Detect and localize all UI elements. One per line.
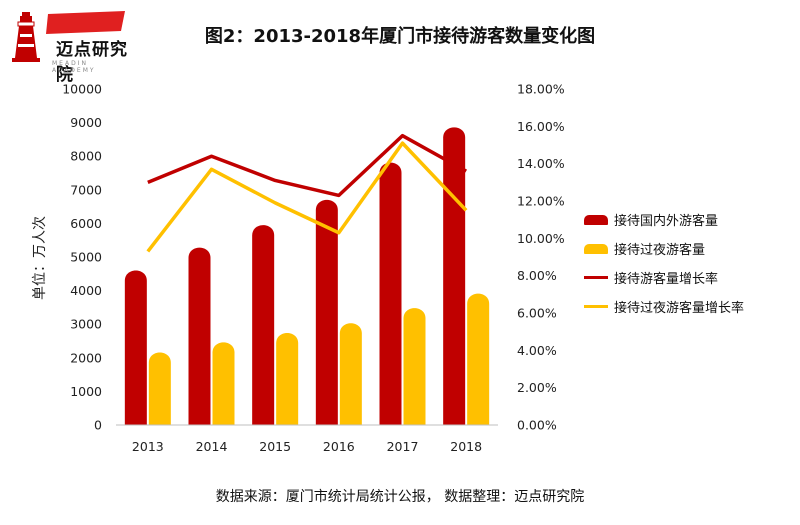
bar-overnight-2016 bbox=[339, 323, 362, 425]
y-tick-label: 9000 bbox=[70, 115, 102, 130]
legend: 接待国内外游客量 接待过夜游客量 接待游客量增长率 接待过夜游客量增长率 bbox=[584, 205, 744, 321]
logo-name: 迈点研究院 bbox=[56, 40, 128, 85]
lines-layer bbox=[146, 133, 468, 253]
bar-total-2017 bbox=[379, 162, 402, 426]
legend-item-overnight-visitors: 接待过夜游客量 bbox=[584, 234, 744, 263]
y-tick-label: 6000 bbox=[70, 216, 102, 231]
legend-swatch bbox=[584, 214, 608, 225]
logo-subtitle: MEADIN ACADEMY bbox=[52, 60, 96, 74]
y-tick-label: 0 bbox=[94, 418, 102, 433]
bar-total-2014 bbox=[188, 247, 211, 425]
bar-total-2018 bbox=[443, 127, 466, 425]
y2-tick-label: 8.00% bbox=[517, 268, 557, 283]
bar-overnight-2018 bbox=[467, 293, 490, 425]
bars-layer bbox=[124, 127, 490, 426]
y2-tick-labels: 0.00% 2.00% 4.00% 6.00% 8.00% 10.00% 12.00% 14.… bbox=[517, 82, 565, 433]
chart-title: 图2：2013-2018年厦门市接待游客数量变化图 bbox=[204, 26, 596, 47]
source-note: 数据来源：厦门市统计局统计公报， 数据整理：迈点研究院 bbox=[215, 489, 585, 505]
y2-tick-label: 2.00% bbox=[517, 380, 557, 395]
line-overnight-growth bbox=[146, 141, 468, 253]
x-tick-label: 2017 bbox=[387, 439, 419, 454]
lighthouse-icon bbox=[12, 11, 125, 62]
y2-tick-label: 18.00% bbox=[517, 82, 565, 97]
legend-swatch bbox=[584, 243, 608, 254]
y-tick-labels: 0 1000 2000 3000 4000 5000 6000 7000 8000 9000 100… bbox=[62, 82, 102, 433]
y2-tick-label: 14.00% bbox=[517, 156, 565, 171]
y-axis-label: 单位：万人次 bbox=[32, 216, 48, 300]
legend-item-total-growth: 接待游客量增长率 bbox=[584, 263, 744, 292]
x-tick-labels: 2013 2014 2015 2016 2017 2018 bbox=[132, 439, 482, 454]
y-tick-label: 4000 bbox=[70, 283, 102, 298]
x-tick-label: 2015 bbox=[259, 439, 291, 454]
x-tick-label: 2014 bbox=[196, 439, 228, 454]
y2-tick-label: 6.00% bbox=[517, 306, 557, 321]
y2-tick-label: 0.00% bbox=[517, 418, 557, 433]
y2-tick-label: 10.00% bbox=[517, 231, 565, 246]
legend-item-overnight-growth: 接待过夜游客量增长率 bbox=[584, 292, 744, 321]
y-tick-label: 5000 bbox=[70, 250, 102, 265]
legend-swatch bbox=[584, 305, 608, 308]
bar-overnight-2013 bbox=[148, 352, 171, 425]
bar-total-2015 bbox=[252, 225, 275, 425]
y-tick-label: 7000 bbox=[70, 182, 102, 197]
line-total-growth bbox=[147, 133, 468, 198]
legend-swatch bbox=[584, 276, 608, 279]
bar-total-2013 bbox=[124, 270, 147, 425]
y2-tick-label: 12.00% bbox=[517, 194, 565, 209]
legend-item-total-visitors: 接待国内外游客量 bbox=[584, 205, 744, 234]
x-tick-label: 2013 bbox=[132, 439, 164, 454]
y-tick-label: 1000 bbox=[70, 384, 102, 399]
bar-overnight-2014 bbox=[212, 342, 235, 425]
y-tick-label: 8000 bbox=[70, 149, 102, 164]
legend-label: 接待国内外游客量 bbox=[614, 214, 719, 229]
y-tick-label: 3000 bbox=[70, 317, 102, 332]
y2-tick-label: 16.00% bbox=[517, 119, 565, 134]
x-tick-label: 2018 bbox=[450, 439, 482, 454]
bar-total-2016 bbox=[315, 199, 338, 425]
legend-label: 接待过夜游客量 bbox=[614, 243, 706, 258]
y-tick-label: 10000 bbox=[62, 82, 102, 97]
logo: 迈点研究院 MEADIN ACADEMY bbox=[8, 8, 133, 85]
y2-tick-label: 4.00% bbox=[517, 343, 557, 358]
bar-overnight-2017 bbox=[403, 308, 426, 425]
x-tick-label: 2016 bbox=[323, 439, 355, 454]
legend-label: 接待游客量增长率 bbox=[614, 272, 719, 287]
bar-overnight-2015 bbox=[276, 332, 299, 425]
y-tick-label: 2000 bbox=[70, 350, 102, 365]
legend-label: 接待过夜游客量增长率 bbox=[614, 301, 745, 316]
